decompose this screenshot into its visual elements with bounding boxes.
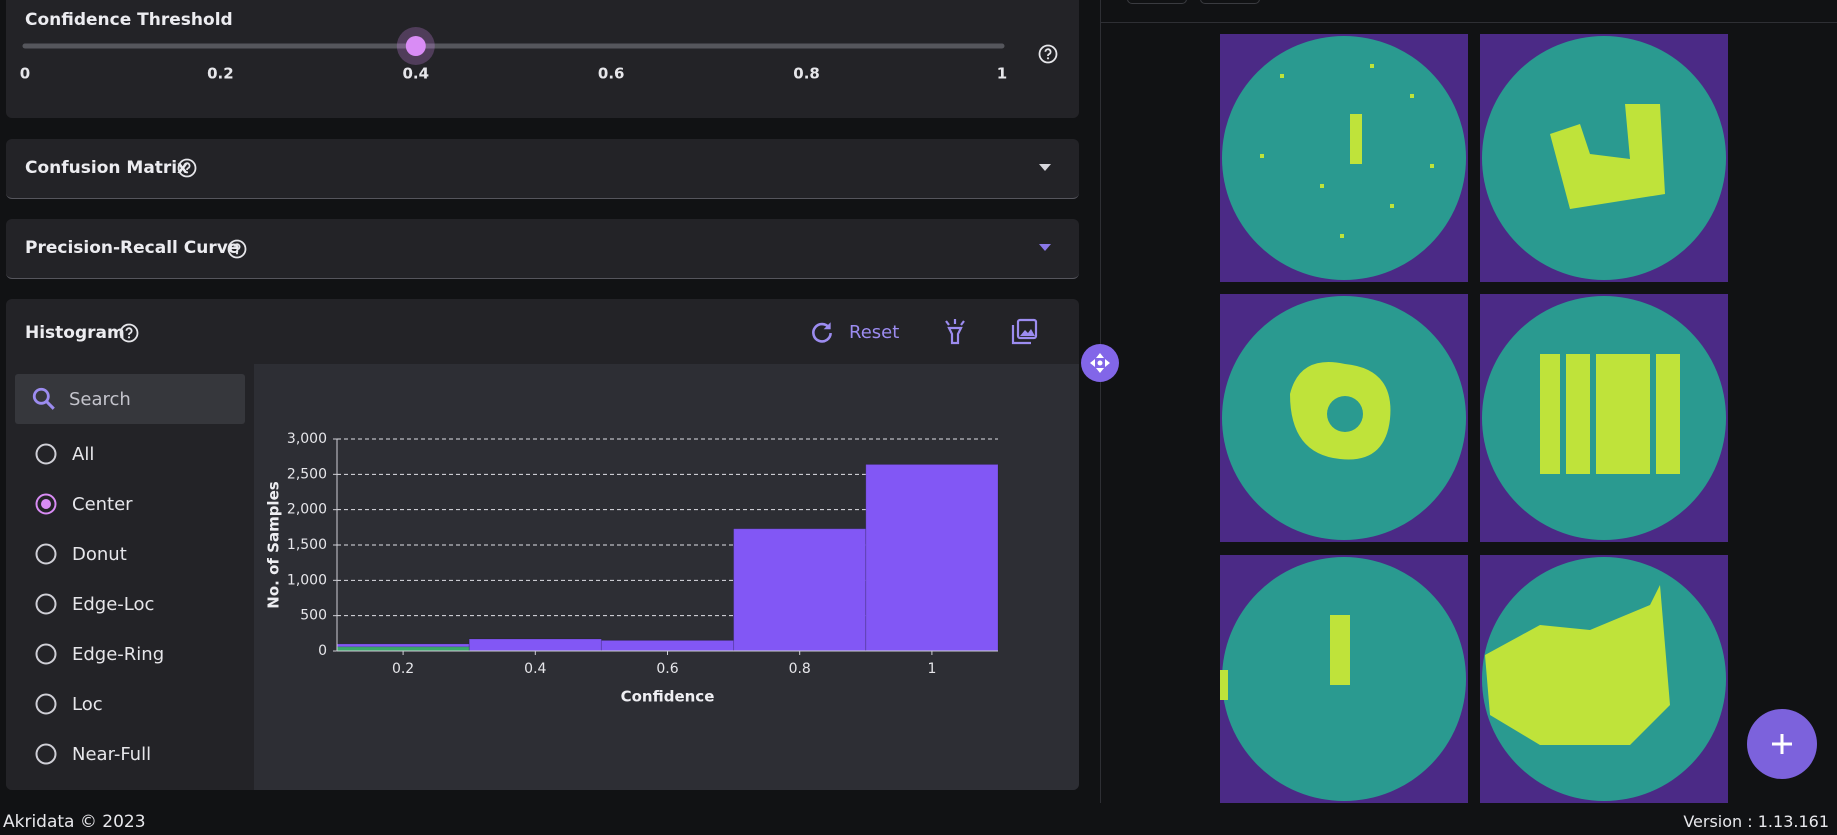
slider-panel: Confidence Threshold 0 0.2 0.4 0.6 0.8 1	[6, 0, 1079, 118]
filter-label: Edge-Loc	[72, 593, 155, 615]
slider-tick-label: 0	[20, 65, 30, 83]
search-placeholder: Search	[69, 388, 131, 410]
x-tick-label: 1	[927, 661, 936, 677]
filter-option[interactable]: Donut	[34, 534, 127, 574]
x-tick-label: 0.4	[524, 661, 546, 677]
filter-option[interactable]: Center	[34, 484, 133, 524]
radio[interactable]	[34, 492, 58, 516]
slider-thumb[interactable]	[405, 36, 426, 56]
y-tick-label: 1,500	[287, 537, 327, 553]
filter-label: Near-Full	[72, 743, 152, 765]
wafer-image[interactable]	[1480, 555, 1728, 803]
bar	[600, 639, 735, 652]
x-tick-label: 0.8	[789, 661, 811, 677]
slider-tick-label: 0.6	[598, 65, 625, 83]
wafer-image[interactable]	[1480, 294, 1728, 542]
help-icon[interactable]	[227, 239, 247, 259]
wafer-image[interactable]	[1220, 555, 1468, 803]
section-title: Histogram	[25, 323, 125, 343]
filter-option[interactable]: Edge-Ring	[34, 634, 164, 674]
filter-sidebar: Search All Center Donut Edge-Loc Edge-Ring Lo…	[6, 364, 254, 790]
y-tick-label: 0	[318, 643, 327, 659]
add-button[interactable]	[1747, 709, 1817, 779]
filter-option[interactable]: Loc	[34, 684, 103, 724]
radio-ring	[35, 643, 57, 665]
filter-option[interactable]: Near-Full	[34, 734, 151, 774]
y-tick-label: 2,000	[287, 502, 327, 518]
pr-curve-section[interactable]: Precision-Recall Curve	[6, 219, 1079, 279]
radio-ring	[35, 493, 57, 515]
footer-version: Version : 1.13.161	[1683, 812, 1829, 831]
help-icon[interactable]	[177, 158, 197, 178]
toolbar-border	[1101, 22, 1837, 23]
radio-dot	[41, 499, 51, 509]
radio-ring	[35, 543, 57, 565]
toolbar-button[interactable]	[1127, 0, 1187, 4]
y-axis-label: No. of Samples	[265, 481, 283, 608]
reset-button[interactable]: Reset	[809, 319, 899, 345]
resize-handle[interactable]	[1081, 344, 1119, 382]
section-title: Confusion Matrix	[25, 158, 189, 178]
wafer-image[interactable]	[1220, 294, 1468, 542]
search-icon	[32, 387, 55, 410]
wafer-image[interactable]	[1480, 34, 1728, 282]
radio[interactable]	[34, 542, 58, 566]
help-icon[interactable]	[119, 323, 139, 343]
bar	[336, 646, 470, 652]
slider[interactable]: 0 0.2 0.4 0.6 0.8 1	[6, 24, 1079, 104]
radio[interactable]	[34, 442, 58, 466]
x-axis-label: Confidence	[621, 688, 715, 706]
slider-tick-label: 0.8	[793, 65, 820, 83]
toolbar-button[interactable]	[1200, 0, 1260, 4]
radio[interactable]	[34, 742, 58, 766]
bar	[733, 528, 867, 652]
chart-area: 0 500 1,000 1,500 2,000 2,500 3,000 0.2 0.4 0.6 0.…	[254, 364, 1079, 790]
radio-ring	[35, 443, 57, 465]
slider-tick-label: 1	[997, 65, 1007, 83]
expand-icon[interactable]	[1038, 243, 1052, 253]
footer-copyright: Akridata © 2023	[3, 812, 146, 832]
filter-label: Donut	[72, 543, 127, 565]
radio-ring	[35, 693, 57, 715]
slider-tick-label: 0.4	[403, 65, 430, 83]
slider-tick-label: 0.2	[207, 65, 234, 83]
filter-label: All	[72, 443, 95, 465]
y-tick-label: 500	[300, 608, 327, 624]
section-title: Precision-Recall Curve	[25, 238, 240, 258]
y-tick-label: 1,000	[287, 572, 327, 588]
radio[interactable]	[34, 642, 58, 666]
highlight-icon[interactable]	[942, 318, 968, 346]
radio[interactable]	[34, 592, 58, 616]
expand-icon[interactable]	[1038, 163, 1052, 173]
filter-option[interactable]: All	[34, 434, 94, 474]
y-tick-label: 2,500	[287, 466, 327, 482]
divider	[1100, 0, 1101, 803]
radio[interactable]	[34, 692, 58, 716]
x-tick-label: 0.6	[656, 661, 678, 677]
confusion-matrix-section[interactable]: Confusion Matrix	[6, 139, 1079, 199]
bar	[865, 463, 999, 652]
radio-ring	[35, 743, 57, 765]
bar	[468, 638, 602, 652]
reset-icon	[812, 322, 832, 343]
filter-label: Edge-Ring	[72, 643, 165, 665]
help-icon[interactable]	[1038, 44, 1058, 64]
histogram-panel: Histogram Reset Search All Center Donut Edg…	[6, 299, 1079, 790]
filter-option[interactable]: Edge-Loc	[34, 584, 154, 624]
gallery-icon[interactable]	[1010, 318, 1038, 346]
y-tick-label: 3,000	[287, 431, 327, 447]
reset-label: Reset	[849, 321, 900, 343]
x-tick-label: 0.2	[392, 661, 414, 677]
radio-ring	[35, 593, 57, 615]
wafer-image[interactable]	[1220, 34, 1468, 282]
histogram-chart: 0 500 1,000 1,500 2,000 2,500 3,000 0.2 0.4 0.6 0.…	[265, 431, 999, 706]
filter-label: Center	[72, 493, 133, 515]
search-box[interactable]: Search	[15, 374, 245, 424]
filter-label: Loc	[72, 693, 103, 715]
slider-title: Confidence Threshold	[25, 10, 233, 30]
